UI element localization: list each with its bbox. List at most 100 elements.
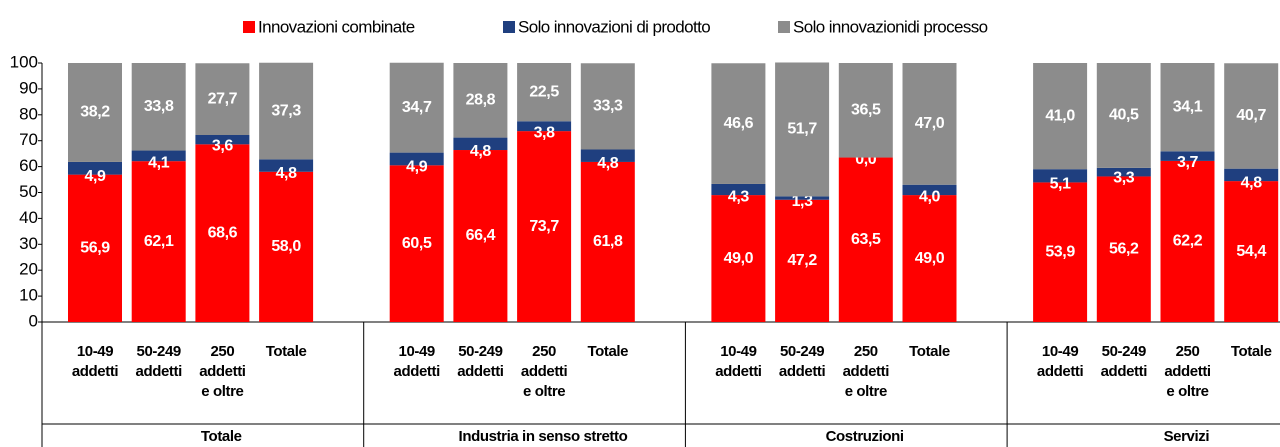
y-tick-label: 30 xyxy=(19,234,38,253)
x-tick-label: 250 xyxy=(1176,343,1200,360)
value-label: 47,2 xyxy=(787,252,817,269)
bar-segment xyxy=(838,157,893,322)
value-label: 56,2 xyxy=(1109,240,1139,257)
x-tick-label: addetti xyxy=(715,363,762,380)
x-tick-label: addetti xyxy=(1101,363,1148,380)
bar-segment xyxy=(711,195,766,322)
value-label: 40,5 xyxy=(1109,107,1139,124)
value-label: 5,1 xyxy=(1050,176,1072,193)
x-tick-label: addetti xyxy=(521,363,568,380)
value-label: 4,8 xyxy=(470,143,492,160)
y-tick-label: 0 xyxy=(29,311,38,330)
x-tick-label: Totale xyxy=(1231,343,1272,360)
legend-label: Innovazioni combinate xyxy=(258,17,415,36)
value-label: 51,7 xyxy=(787,121,817,138)
value-label: 56,9 xyxy=(80,240,110,257)
y-tick-label: 100 xyxy=(10,52,38,71)
value-label: 49,0 xyxy=(915,250,945,267)
value-label: 4,8 xyxy=(1241,174,1263,191)
bar-segment xyxy=(1033,182,1088,322)
bar-segment xyxy=(775,62,830,197)
value-label: 34,1 xyxy=(1173,98,1203,115)
x-tick-label: addetti xyxy=(136,363,183,380)
x-tick-label: 50-249 xyxy=(137,343,181,360)
bar-segment xyxy=(775,196,830,200)
bar-segment xyxy=(131,161,186,322)
bar-segment xyxy=(902,63,957,185)
bar-segment xyxy=(195,63,250,136)
value-label: 22,5 xyxy=(529,83,559,100)
y-tick-label: 40 xyxy=(19,208,38,227)
value-label: 36,5 xyxy=(851,101,881,118)
value-label: 73,7 xyxy=(529,218,559,235)
x-tick-label: addetti xyxy=(779,363,826,380)
y-tick-label: 90 xyxy=(19,78,38,97)
value-label: 66,4 xyxy=(466,227,496,244)
bar-segment xyxy=(517,131,572,322)
bar-segment xyxy=(195,144,250,322)
bar-segment xyxy=(1224,168,1279,182)
value-label: 58,0 xyxy=(271,238,301,255)
y-tick-label: 50 xyxy=(19,182,38,201)
x-tick-label: e oltre xyxy=(523,383,565,400)
bar-segment xyxy=(68,174,122,322)
value-label: 4,9 xyxy=(406,159,428,176)
bar-segment xyxy=(580,161,635,322)
value-label: 3,3 xyxy=(1113,170,1135,187)
bar-segment xyxy=(453,150,508,322)
value-label: 40,7 xyxy=(1236,107,1266,124)
x-tick-label: Totale xyxy=(909,343,950,360)
value-label: 4,1 xyxy=(148,154,170,171)
bar-segment xyxy=(580,149,635,162)
bar-segment xyxy=(68,161,122,175)
value-label: 47,0 xyxy=(915,115,945,132)
y-tick-label: 70 xyxy=(19,130,38,149)
x-tick-label: Totale xyxy=(266,343,307,360)
bar-segment xyxy=(1096,63,1151,168)
bar-segment xyxy=(195,135,250,145)
legend-label: Solo innovazionidi processo xyxy=(793,17,988,36)
x-tick-label: 50-249 xyxy=(1102,343,1146,360)
x-tick-label: addetti xyxy=(457,363,504,380)
bar-segment xyxy=(775,199,830,322)
x-tick-label: 50-249 xyxy=(458,343,502,360)
x-tick-label: Totale xyxy=(587,343,628,360)
x-tick-label: addetti xyxy=(199,363,246,380)
bar-segment xyxy=(517,63,572,122)
value-label: 1,3 xyxy=(792,193,814,210)
x-tick-label: 50-249 xyxy=(780,343,824,360)
x-tick-label: 10-49 xyxy=(1042,343,1078,360)
value-label: 62,1 xyxy=(144,233,174,250)
bar-segment xyxy=(1160,160,1215,322)
bar-segment xyxy=(838,63,893,158)
value-label: 4,9 xyxy=(84,168,106,185)
bar-segment xyxy=(389,62,444,153)
x-tick-label: 10-49 xyxy=(720,343,756,360)
y-tick-label: 80 xyxy=(19,104,38,123)
value-label: 27,7 xyxy=(208,90,238,107)
bar-segment xyxy=(902,184,957,196)
value-label: 46,6 xyxy=(724,115,754,132)
x-tick-label: e oltre xyxy=(845,383,887,400)
legend-swatch xyxy=(243,21,255,33)
value-label: 3,6 xyxy=(212,138,234,155)
group-label: Totale xyxy=(201,428,242,445)
value-label: 37,3 xyxy=(271,102,301,119)
bar-segment xyxy=(1224,63,1279,169)
bar-segment xyxy=(453,137,508,151)
value-label: 3,7 xyxy=(1177,154,1199,171)
value-label: 4,8 xyxy=(597,155,619,172)
x-tick-label: addetti xyxy=(843,363,890,380)
value-label: 63,5 xyxy=(851,231,881,248)
bar-segment xyxy=(1033,169,1088,183)
bar-segment xyxy=(1160,151,1215,161)
value-label: 38,2 xyxy=(80,104,110,121)
value-label: 4,3 xyxy=(728,188,750,205)
bar-segment xyxy=(1224,181,1279,322)
value-label: 34,7 xyxy=(402,99,432,116)
x-tick-label: addetti xyxy=(1037,363,1084,380)
value-label: 41,0 xyxy=(1045,107,1075,124)
bar-segment xyxy=(259,159,314,172)
group-label: Servizi xyxy=(1164,428,1210,445)
